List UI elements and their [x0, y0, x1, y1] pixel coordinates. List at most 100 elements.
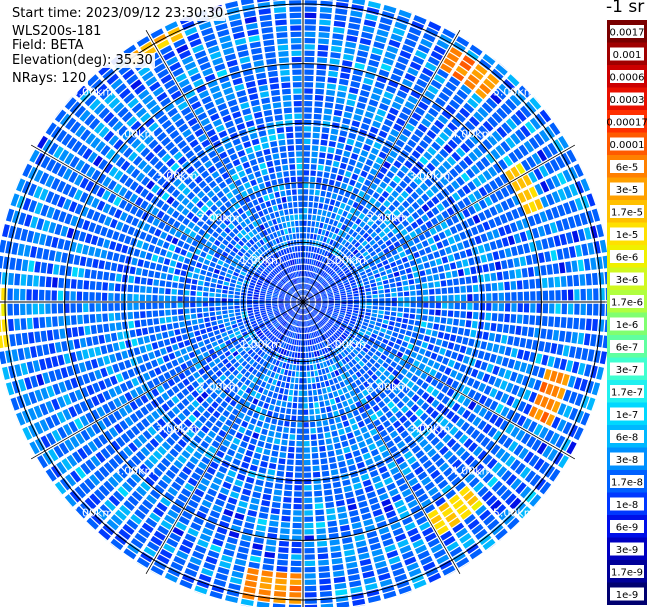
range-gate: [352, 477, 361, 484]
range-gate: [349, 179, 356, 186]
range-gate: [380, 256, 386, 262]
range-gate: [314, 247, 317, 252]
range-gate: [304, 498, 312, 503]
range-gate: [338, 389, 344, 395]
range-gate: [305, 51, 315, 56]
range-gate: [54, 369, 62, 380]
range-gate: [309, 196, 314, 201]
range-gate: [223, 314, 229, 318]
range-gate: [436, 339, 443, 346]
range-gate: [342, 537, 353, 544]
range-gate: [349, 17, 361, 24]
range-gate: [518, 303, 523, 312]
range-gate: [568, 290, 573, 301]
range-gate: [272, 299, 277, 301]
range-gate: [419, 328, 425, 334]
range-gate: [308, 253, 311, 258]
range-gate: [510, 314, 516, 323]
range-gate: [324, 426, 330, 432]
range-gate: [547, 356, 554, 367]
range-gate: [154, 367, 161, 375]
range-gate: [304, 95, 312, 100]
range-gate: [270, 457, 277, 463]
range-gate: [346, 100, 355, 107]
range-gate: [239, 540, 250, 547]
range-gate: [20, 363, 28, 375]
range-gate: [450, 370, 457, 378]
range-gate: [121, 351, 128, 360]
range-gate: [196, 262, 202, 268]
range-gate: [380, 244, 386, 250]
range-gate: [299, 340, 301, 345]
range-gate: [248, 288, 253, 291]
range-gate: [170, 337, 176, 344]
range-gate: [499, 293, 504, 301]
range-gate: [454, 311, 460, 318]
range-gate: [425, 350, 432, 357]
range-gate: [480, 254, 487, 262]
range-gate: [236, 316, 242, 320]
range-gate: [335, 397, 341, 403]
range-gate: [517, 280, 523, 289]
range-gate: [332, 405, 338, 411]
range-gate: [423, 296, 428, 301]
range-gate: [419, 249, 426, 256]
range-gate: [330, 424, 336, 430]
range-gate: [266, 539, 276, 545]
range-gate: [139, 364, 146, 372]
range-gate: [409, 285, 415, 290]
range-gate: [91, 270, 97, 279]
range-gate: [325, 96, 334, 102]
range-gate: [335, 589, 347, 596]
range-gate: [515, 326, 521, 335]
range-gate: [398, 303, 403, 307]
range-gate: [227, 470, 236, 478]
range-gate: [358, 156, 366, 163]
range-gate: [82, 349, 89, 359]
range-gate: [105, 334, 111, 343]
range-gate: [47, 330, 53, 341]
range-gate: [304, 107, 312, 112]
range-gate: [343, 420, 350, 427]
range-gate: [36, 345, 43, 356]
range-gate: [135, 277, 141, 284]
range-gate: [368, 537, 379, 545]
range-gate: [280, 369, 284, 375]
range-gate: [454, 253, 461, 261]
range-gate: [100, 368, 108, 378]
range-gate: [245, 430, 252, 437]
range-gate: [323, 178, 329, 184]
range-gate: [92, 259, 99, 268]
range-gate: [459, 277, 465, 284]
range-gate: [416, 243, 423, 250]
range-gate: [406, 331, 412, 337]
range-gate: [309, 259, 312, 264]
range-gate: [160, 232, 167, 240]
range-gate: [190, 297, 195, 302]
range-gate: [468, 258, 475, 266]
range-gate: [341, 308, 346, 311]
range-gate: [268, 431, 274, 437]
range-gate: [281, 516, 290, 522]
range-gate: [380, 328, 386, 333]
range-gate: [444, 367, 451, 375]
range-gate: [253, 300, 258, 302]
range-gate: [360, 171, 367, 178]
range-gate: [357, 135, 365, 142]
range-gate: [102, 303, 107, 311]
range-gate: [223, 263, 229, 268]
range-gate: [290, 384, 294, 390]
range-gate: [222, 298, 227, 301]
range-gate: [304, 441, 310, 446]
range-gate: [334, 488, 343, 494]
range-gate: [278, 303, 283, 304]
range-gate: [297, 422, 302, 427]
range-gate: [286, 466, 293, 472]
range-gate: [135, 320, 141, 327]
range-gate: [398, 264, 404, 270]
range-gate: [330, 135, 338, 141]
range-gate: [342, 157, 349, 164]
range-gate: [486, 253, 493, 262]
range-gate: [378, 347, 384, 353]
range-gate: [429, 309, 434, 315]
